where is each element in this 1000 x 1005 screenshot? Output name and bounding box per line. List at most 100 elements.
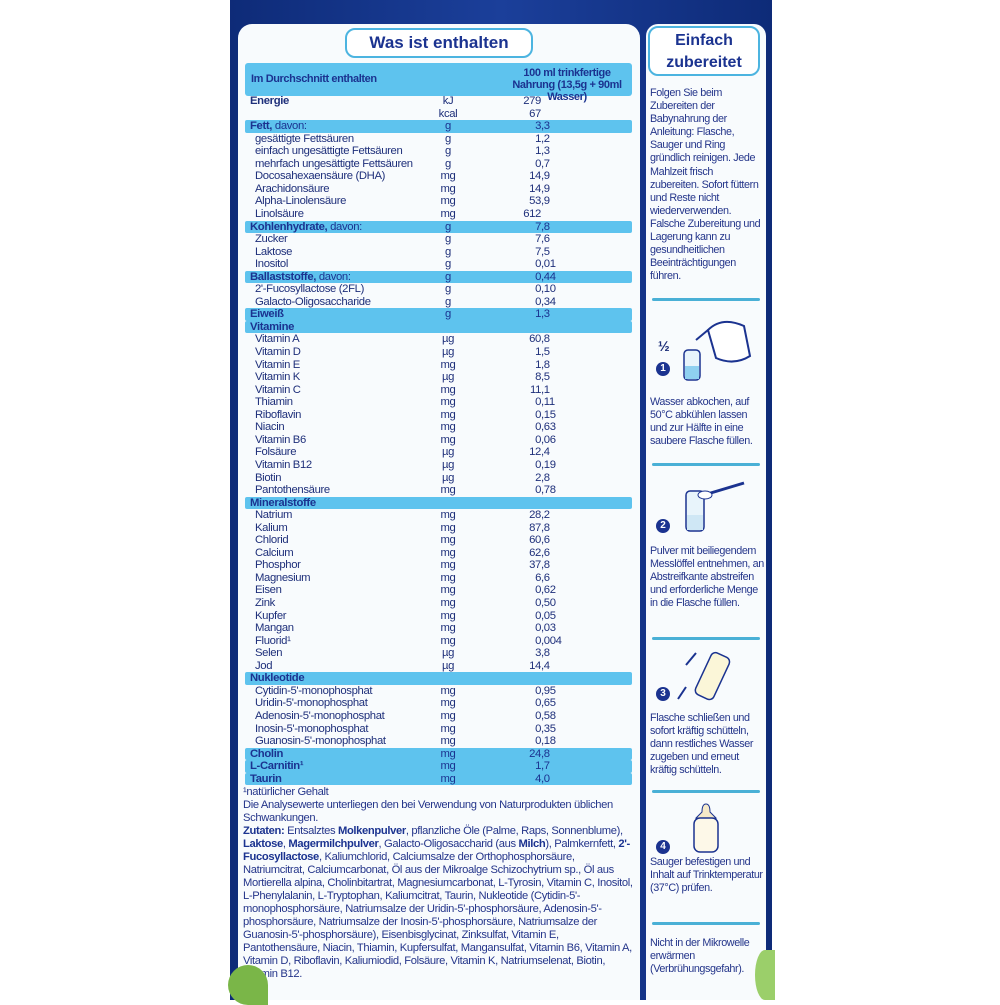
nutrient-name: Kupfer bbox=[255, 609, 287, 622]
nutrient-name: Taurin bbox=[250, 773, 282, 786]
nutrient-name: L-Carnitin¹ bbox=[250, 760, 304, 773]
table-row: Kohlenhydrate, davon: g 7,8 bbox=[245, 220, 632, 234]
table-row: Zink mg 0,50 bbox=[245, 597, 632, 610]
ingredient-part: , bbox=[282, 838, 289, 850]
table-row: Vitamin B12 µg 0,19 bbox=[245, 459, 632, 472]
ingredient-part: Milch bbox=[518, 838, 546, 850]
table-header: Im Durchschnitt enthalten 100 ml trinkfe… bbox=[245, 63, 632, 103]
nutrient-name-bold: Fett, bbox=[250, 120, 273, 133]
table-row: Folsäure µg 12,4 bbox=[245, 446, 632, 459]
unit: g bbox=[445, 145, 451, 158]
value: 612 bbox=[523, 207, 541, 220]
nutrient-name: Vitamin D bbox=[255, 346, 301, 358]
nutrient-name: Jod bbox=[255, 659, 273, 672]
table-row: Phosphor mg 37,8 bbox=[245, 559, 632, 572]
unit: mg bbox=[440, 534, 456, 547]
ingredient-part: Laktose bbox=[243, 838, 283, 850]
value: 0,01 bbox=[535, 258, 556, 271]
nutrient-name: Calcium bbox=[255, 546, 294, 559]
nutrient-name: Arachidonsäure bbox=[255, 182, 330, 195]
unit: mg bbox=[440, 634, 456, 647]
table-row: Docosahexaensäure (DHA) mg 14,9 bbox=[245, 170, 632, 183]
fraction-half: ½ bbox=[658, 338, 670, 354]
unit: µg bbox=[441, 471, 455, 484]
preparation-title: Einfach zubereitet bbox=[648, 26, 760, 76]
value: 0,34 bbox=[535, 295, 556, 308]
divider bbox=[652, 637, 760, 640]
table-row: Eisen mg 0,62 bbox=[245, 584, 632, 597]
value: 4,0 bbox=[535, 772, 550, 785]
table-row: Energie kJ 279 bbox=[245, 95, 632, 108]
table-row: Vitamin C mg 11,1 bbox=[245, 384, 632, 397]
scoop-bottle-icon bbox=[685, 481, 745, 532]
nutrient-name: einfach ungesättigte Fettsäuren bbox=[255, 145, 403, 158]
header-col2: 100 ml trinkfertige Nahrung (13,5g + 90m… bbox=[507, 67, 627, 103]
unit: mg bbox=[440, 571, 456, 584]
unit: g bbox=[445, 270, 451, 283]
step-3-number: 3 bbox=[656, 687, 670, 701]
value: 0,35 bbox=[535, 722, 556, 735]
unit: mg bbox=[440, 509, 456, 522]
value: 0,05 bbox=[535, 609, 556, 622]
table-row: Laktose g 7,5 bbox=[245, 246, 632, 259]
table-row: Zucker g 7,6 bbox=[245, 233, 632, 246]
divider bbox=[652, 298, 760, 301]
nutrient-name-bold: Kohlenhydrate, bbox=[250, 220, 328, 233]
nutrient-name: Docosahexaensäure (DHA) bbox=[255, 170, 386, 183]
table-row: Mangan mg 0,03 bbox=[245, 622, 632, 635]
nutrition-title: Was ist enthalten bbox=[345, 28, 533, 58]
unit: mg bbox=[440, 622, 456, 635]
kettle-bottle-icon bbox=[683, 320, 752, 381]
unit: kJ bbox=[442, 95, 454, 107]
nutrient-name: Chlorid bbox=[255, 534, 289, 547]
unit: mg bbox=[440, 760, 456, 773]
table-row: Galacto-Oligosaccharide g 0,34 bbox=[245, 296, 632, 309]
step-4-text: Sauger befestigen und Inhalt auf Trinkte… bbox=[650, 856, 763, 895]
unit: mg bbox=[440, 747, 456, 760]
value: 1,3 bbox=[535, 145, 550, 158]
table-row: Natrium mg 28,2 bbox=[245, 509, 632, 522]
microwave-warning: Nicht in der Mikrowelle erwärmen (Verbrü… bbox=[650, 937, 750, 976]
value: 8,5 bbox=[535, 371, 550, 384]
value: 2,8 bbox=[535, 471, 550, 484]
nutrient-name-rest: davon: bbox=[327, 220, 362, 233]
nutrient-name: Kalium bbox=[255, 521, 288, 534]
nutrient-name-bold: L-Carnitin¹ bbox=[250, 760, 304, 773]
nutrient-name: Fluorid¹ bbox=[255, 634, 291, 647]
unit: g bbox=[445, 157, 451, 170]
unit: mg bbox=[440, 735, 456, 748]
unit: g bbox=[445, 295, 451, 308]
value: 24,8 bbox=[529, 747, 550, 760]
table-row: Magnesium mg 6,6 bbox=[245, 572, 632, 585]
step-2-illustration: 2 bbox=[650, 475, 762, 545]
table-row: Cholin mg 24,8 bbox=[245, 747, 632, 761]
table-row: Mineralstoffe bbox=[245, 496, 632, 510]
unit: g bbox=[445, 308, 451, 321]
table-row: 2'-Fucosyllactose (2FL) g 0,10 bbox=[245, 283, 632, 296]
value: 0,78 bbox=[535, 484, 556, 497]
nutrient-name: Vitamin A bbox=[255, 333, 300, 346]
table-row: Inositol g 0,01 bbox=[245, 258, 632, 271]
unit: µg bbox=[441, 333, 455, 346]
table-row: Pantothensäure mg 0,78 bbox=[245, 484, 632, 497]
table-row: Vitamine bbox=[245, 320, 632, 334]
table-row: Vitamin K µg 8,5 bbox=[245, 371, 632, 384]
leaf-decoration bbox=[228, 965, 268, 1005]
unit: mg bbox=[440, 559, 456, 572]
unit: mg bbox=[440, 609, 456, 622]
value: 0,7 bbox=[535, 157, 550, 170]
value: 279 bbox=[523, 95, 541, 107]
unit: mg bbox=[440, 546, 456, 559]
nutrient-name: Zucker bbox=[255, 233, 288, 246]
table-row: Inosin-5'-monophosphat mg 0,35 bbox=[245, 723, 632, 736]
table-row: Taurin mg 4,0 bbox=[245, 772, 632, 786]
nutrient-name: mehrfach ungesättigte Fettsäuren bbox=[255, 157, 413, 170]
nutrient-name: Magnesium bbox=[255, 571, 311, 584]
unit: g bbox=[445, 220, 451, 233]
nutrient-name: Vitamine bbox=[250, 321, 294, 334]
unit: g bbox=[445, 120, 451, 133]
step-4-number: 4 bbox=[656, 840, 670, 854]
table-row: Arachidonsäure mg 14,9 bbox=[245, 183, 632, 196]
nutrient-name: Selen bbox=[255, 647, 283, 660]
unit: mg bbox=[440, 182, 456, 195]
